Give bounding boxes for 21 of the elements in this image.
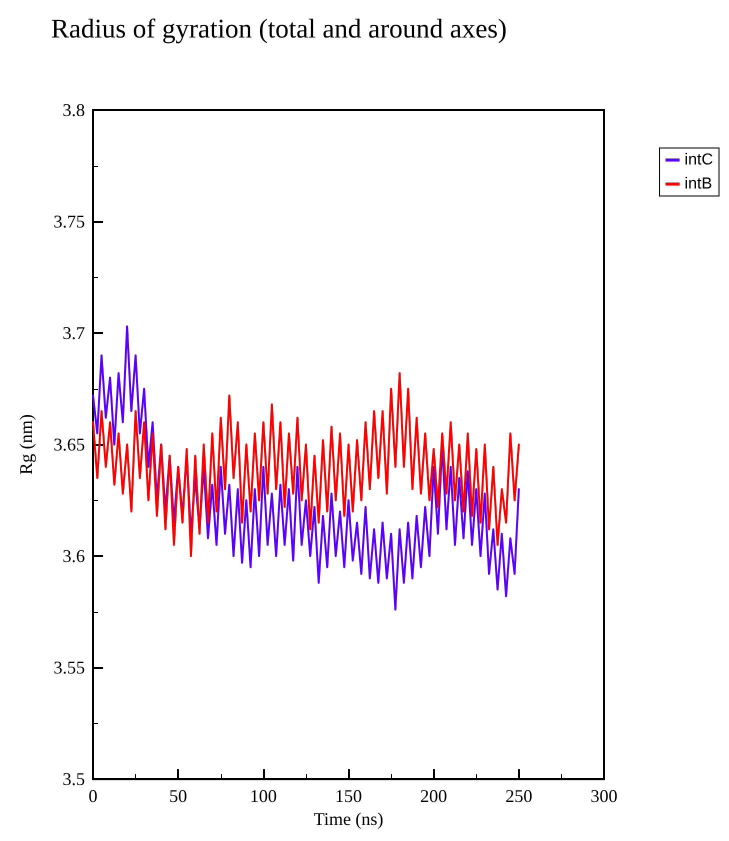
x-axis-title: Time (ns) [314, 809, 384, 829]
y-axis-title: Rg (nm) [16, 414, 36, 475]
y-tick-label: 3.75 [54, 212, 85, 232]
x-tick-label: 150 [335, 786, 362, 806]
x-tick-label: 50 [169, 786, 188, 806]
y-tick-label: 3.55 [54, 658, 85, 678]
y-tick-label: 3.8 [62, 100, 85, 120]
y-tick-label: 3.5 [62, 769, 85, 790]
y-tick-label: 3.65 [54, 434, 85, 455]
line-series [92, 372, 520, 558]
x-tick-label: 200 [420, 786, 448, 806]
x-tick-label: 300 [590, 786, 618, 806]
legend-label: intC [684, 152, 713, 168]
line-series [92, 325, 520, 611]
x-tick-label: 0 [88, 786, 98, 806]
y-tick-label: 3.6 [62, 546, 85, 566]
x-tick-label: 250 [505, 786, 532, 806]
y-tick-label: 3.7 [62, 323, 85, 344]
chart-title: Radius of gyration (total and around axes) [51, 14, 507, 44]
legend-label: intB [684, 176, 712, 192]
x-tick-label: 100 [250, 786, 277, 806]
